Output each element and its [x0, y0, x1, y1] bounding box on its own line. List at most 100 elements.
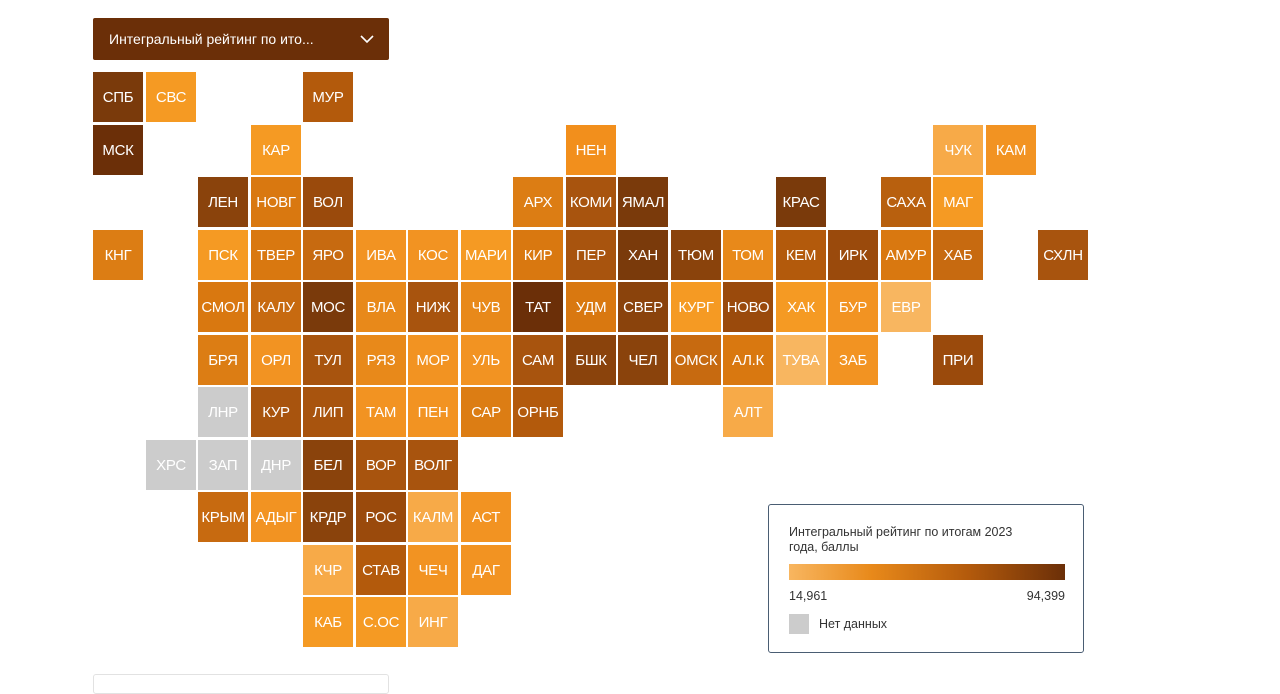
region-tile[interactable]: ЧУВ	[461, 282, 511, 332]
region-tile[interactable]: СПБ	[93, 72, 143, 122]
region-tile[interactable]: ИВА	[356, 230, 406, 280]
indicator-dropdown[interactable]: Интегральный рейтинг по ито...	[93, 18, 389, 60]
region-tile[interactable]: КРАС	[776, 177, 826, 227]
region-tile[interactable]: ИНГ	[408, 597, 458, 647]
region-tile[interactable]: КАМ	[986, 125, 1036, 175]
region-tile[interactable]: ЛНР	[198, 387, 248, 437]
region-tile[interactable]: БЕЛ	[303, 440, 353, 490]
region-tile[interactable]: ТУЛ	[303, 335, 353, 385]
region-tile[interactable]: ПЕН	[408, 387, 458, 437]
region-tile[interactable]: ТВЕР	[251, 230, 301, 280]
region-tile[interactable]: ПСК	[198, 230, 248, 280]
region-tile[interactable]: ЗАБ	[828, 335, 878, 385]
region-tile[interactable]: МСК	[93, 125, 143, 175]
region-tile[interactable]: КАЛУ	[251, 282, 301, 332]
region-tile[interactable]: ЛЕН	[198, 177, 248, 227]
region-tile[interactable]: ЗАП	[198, 440, 248, 490]
region-tile[interactable]: НОВО	[723, 282, 773, 332]
region-tile[interactable]: КАБ	[303, 597, 353, 647]
region-tile[interactable]: ОМСК	[671, 335, 721, 385]
secondary-panel	[93, 674, 389, 694]
region-tile[interactable]: КИР	[513, 230, 563, 280]
region-tile[interactable]: ОРНБ	[513, 387, 563, 437]
region-tile[interactable]: ХРС	[146, 440, 196, 490]
region-tile[interactable]: АРХ	[513, 177, 563, 227]
region-tile[interactable]: ТУВА	[776, 335, 826, 385]
region-tile[interactable]: ЧЕЛ	[618, 335, 668, 385]
region-tile[interactable]: ХАН	[618, 230, 668, 280]
region-tile[interactable]: УДМ	[566, 282, 616, 332]
legend-no-data-label: Нет данных	[819, 617, 888, 631]
region-tile[interactable]: ЯРО	[303, 230, 353, 280]
region-tile[interactable]: ВОЛ	[303, 177, 353, 227]
region-tile[interactable]: БРЯ	[198, 335, 248, 385]
region-tile[interactable]: КЧР	[303, 545, 353, 595]
region-tile[interactable]: ДНР	[251, 440, 301, 490]
region-tile[interactable]: АЛТ	[723, 387, 773, 437]
region-tile[interactable]: САМ	[513, 335, 563, 385]
region-tile[interactable]: ХАБ	[933, 230, 983, 280]
legend-no-data-swatch	[789, 614, 809, 634]
region-tile[interactable]: РОС	[356, 492, 406, 542]
region-tile[interactable]: ИРК	[828, 230, 878, 280]
region-tile[interactable]: САР	[461, 387, 511, 437]
region-tile[interactable]: САХА	[881, 177, 931, 227]
chevron-down-icon	[360, 35, 374, 44]
region-tile[interactable]: ЛИП	[303, 387, 353, 437]
legend-title: Интегральный рейтинг по итогам 2023 года…	[789, 525, 1013, 554]
region-tile[interactable]: ЕВР	[881, 282, 931, 332]
region-tile[interactable]: ПРИ	[933, 335, 983, 385]
region-tile[interactable]: НИЖ	[408, 282, 458, 332]
region-tile[interactable]: ВОР	[356, 440, 406, 490]
region-tile[interactable]: ТАТ	[513, 282, 563, 332]
region-tile[interactable]: СМОЛ	[198, 282, 248, 332]
region-tile[interactable]: АЛ.К	[723, 335, 773, 385]
region-tile[interactable]: СВЕР	[618, 282, 668, 332]
region-tile[interactable]: МАРИ	[461, 230, 511, 280]
region-tile[interactable]: АДЫГ	[251, 492, 301, 542]
region-tile[interactable]: АСТ	[461, 492, 511, 542]
region-tile[interactable]: БШК	[566, 335, 616, 385]
region-tile[interactable]: МАГ	[933, 177, 983, 227]
legend-color-scale	[789, 564, 1065, 580]
region-tile[interactable]: УЛЬ	[461, 335, 511, 385]
region-tile[interactable]: КРДР	[303, 492, 353, 542]
region-tile[interactable]: НОВГ	[251, 177, 301, 227]
region-tile[interactable]: ТЮМ	[671, 230, 721, 280]
region-tile[interactable]: СТАВ	[356, 545, 406, 595]
region-tile[interactable]: КОМИ	[566, 177, 616, 227]
legend: Интегральный рейтинг по итогам 2023 года…	[768, 504, 1084, 653]
region-tile[interactable]: МУР	[303, 72, 353, 122]
region-tile[interactable]: ОРЛ	[251, 335, 301, 385]
region-tile[interactable]: ЧУК	[933, 125, 983, 175]
region-tile[interactable]: МОР	[408, 335, 458, 385]
region-tile[interactable]: ЧЕЧ	[408, 545, 458, 595]
region-tile[interactable]: ВЛА	[356, 282, 406, 332]
region-tile[interactable]: С.ОС	[356, 597, 406, 647]
region-tile[interactable]: АМУР	[881, 230, 931, 280]
region-tile[interactable]: ТОМ	[723, 230, 773, 280]
region-tile[interactable]: РЯЗ	[356, 335, 406, 385]
region-tile[interactable]: ДАГ	[461, 545, 511, 595]
indicator-dropdown-label: Интегральный рейтинг по ито...	[109, 31, 314, 47]
region-tile[interactable]: ВОЛГ	[408, 440, 458, 490]
region-tile[interactable]: ТАМ	[356, 387, 406, 437]
region-tile[interactable]: КУР	[251, 387, 301, 437]
region-tile[interactable]: НЕН	[566, 125, 616, 175]
region-tile[interactable]: СВС	[146, 72, 196, 122]
region-tile[interactable]: ХАК	[776, 282, 826, 332]
region-tile[interactable]: ЯМАЛ	[618, 177, 668, 227]
legend-min-value: 14,961	[789, 589, 828, 603]
region-tile[interactable]: КРЫМ	[198, 492, 248, 542]
region-tile[interactable]: КАР	[251, 125, 301, 175]
region-tile[interactable]: КЕМ	[776, 230, 826, 280]
region-tile[interactable]: ПЕР	[566, 230, 616, 280]
region-tile[interactable]: КАЛМ	[408, 492, 458, 542]
region-tile[interactable]: МОС	[303, 282, 353, 332]
region-tile[interactable]: СХЛН	[1038, 230, 1088, 280]
region-tile[interactable]: КОС	[408, 230, 458, 280]
region-tile[interactable]: КУРГ	[671, 282, 721, 332]
region-tile[interactable]: КНГ	[93, 230, 143, 280]
region-tile[interactable]: БУР	[828, 282, 878, 332]
